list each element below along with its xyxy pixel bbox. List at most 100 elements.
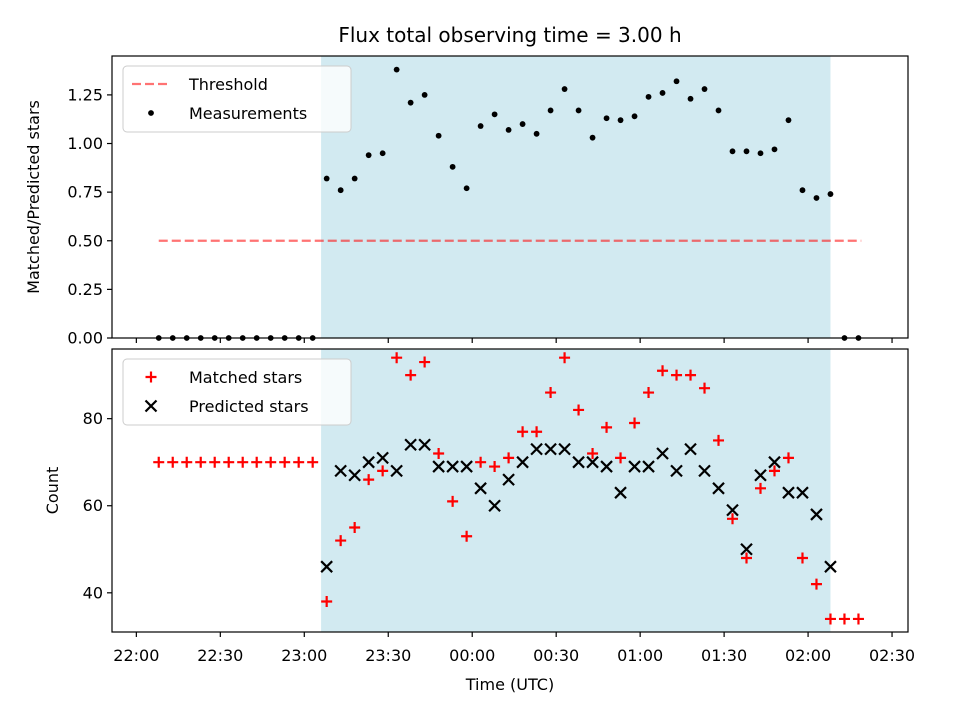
measurement-point xyxy=(757,150,764,157)
predicted-star-point xyxy=(376,451,389,465)
x-tick-label: 00:30 xyxy=(533,646,579,665)
measurement-point xyxy=(645,93,652,100)
measurement-point xyxy=(337,187,344,194)
matched-star-point xyxy=(391,352,403,364)
y-tick-label: 0.50 xyxy=(67,231,103,250)
matched-star-point xyxy=(810,578,822,590)
x-tick-label: 00:00 xyxy=(449,646,495,665)
matched-star-point xyxy=(629,417,641,429)
measurement-point xyxy=(421,91,428,98)
predicted-star-point xyxy=(782,486,795,499)
measurement-point xyxy=(589,134,596,141)
matched-star-point xyxy=(768,465,780,477)
matched-star-point xyxy=(699,382,711,394)
matched-star-point xyxy=(489,461,501,473)
predicted-star-point xyxy=(418,438,431,452)
measurement-point xyxy=(673,78,680,85)
matched-star-point xyxy=(475,456,487,468)
predicted-star-point xyxy=(740,542,753,556)
matched-star-point xyxy=(223,456,235,468)
matched-star-point xyxy=(279,456,291,468)
measurement-point xyxy=(351,175,358,182)
matched-star-point xyxy=(643,387,655,399)
measurement-point xyxy=(547,107,554,114)
matched-star-point xyxy=(167,456,179,468)
measurement-point xyxy=(631,113,638,120)
matched-star-point xyxy=(307,456,319,468)
measurement-point xyxy=(365,152,372,159)
legend-label: Threshold xyxy=(188,75,268,94)
measurement-point xyxy=(617,117,624,124)
matched-star-point xyxy=(727,513,739,525)
x-tick-label: 02:30 xyxy=(869,646,915,665)
measurement-point xyxy=(813,195,820,201)
predicted-star-point xyxy=(754,468,767,482)
x-tick-label: 01:00 xyxy=(617,646,663,665)
matched-star-point xyxy=(838,613,850,625)
predicted-star-point xyxy=(404,438,417,452)
measurement-point xyxy=(799,187,806,194)
legend-box xyxy=(122,358,352,426)
matched-star-point xyxy=(377,465,389,477)
measurement-point xyxy=(659,90,666,96)
matched-star-point xyxy=(419,356,431,368)
matched-star-point xyxy=(181,456,193,468)
measurement-point xyxy=(407,99,414,106)
matched-star-point xyxy=(573,404,585,416)
x-tick-label: 23:00 xyxy=(281,646,327,665)
x-tick-label: 01:30 xyxy=(701,646,747,665)
measurement-point xyxy=(687,95,694,102)
predicted-star-point xyxy=(796,486,809,499)
matched-star-point xyxy=(265,456,277,468)
measurement-point xyxy=(785,117,792,124)
predicted-star-point xyxy=(670,464,683,478)
measurement-point xyxy=(463,185,470,192)
matched-star-point xyxy=(671,369,683,381)
matched-star-point xyxy=(796,552,808,564)
measurement-point xyxy=(533,130,540,137)
measurement-point xyxy=(435,132,442,139)
predicted-star-point xyxy=(614,486,627,499)
legend-label: Matched stars xyxy=(189,368,302,387)
matched-star-point xyxy=(447,495,459,507)
x-tick-label: 02:00 xyxy=(785,646,831,665)
legend-label: Predicted stars xyxy=(189,397,309,416)
y-axis-label: Count xyxy=(43,467,62,515)
matched-star-point xyxy=(153,456,165,468)
y-axis-label: Matched/Predicted stars xyxy=(24,100,43,294)
chart-title: Flux total observing time = 3.00 h xyxy=(338,23,681,47)
predicted-star-point xyxy=(628,460,641,473)
predicted-star-point xyxy=(516,455,529,469)
measurement-point xyxy=(575,107,582,114)
legend-predicted-swatch xyxy=(144,399,158,413)
measurement-point xyxy=(715,107,722,114)
matched-star-point xyxy=(321,596,333,608)
predicted-star-point xyxy=(726,503,739,517)
x-axis-label: Time (UTC) xyxy=(465,675,554,694)
predicted-star-point xyxy=(698,464,711,478)
y-tick-label: 0.25 xyxy=(67,280,103,299)
measurement-point xyxy=(519,121,526,127)
matched-star-point xyxy=(587,447,599,459)
measurement-point xyxy=(491,111,498,118)
matched-star-point xyxy=(405,369,417,381)
plot-frame xyxy=(111,55,909,339)
measurement-point xyxy=(449,163,456,170)
matched-star-point xyxy=(293,456,305,468)
observing-window-shade xyxy=(321,349,831,632)
predicted-star-point xyxy=(362,455,375,469)
legend-measurement-swatch xyxy=(148,110,154,116)
legend-label: Measurements xyxy=(189,104,307,123)
y-tick-label: 60 xyxy=(83,496,103,515)
predicted-star-point xyxy=(474,482,487,495)
measurement-point xyxy=(561,86,568,92)
matched-star-point xyxy=(852,613,864,625)
measurement-point xyxy=(323,175,330,182)
measurement-point xyxy=(603,115,610,122)
matched-star-point xyxy=(531,426,543,438)
predicted-star-point xyxy=(824,560,837,573)
matched-star-point xyxy=(363,474,375,486)
y-tick-label: 0.00 xyxy=(67,329,103,348)
matched-star-point xyxy=(559,352,571,364)
y-tick-label: 1.00 xyxy=(67,134,103,153)
